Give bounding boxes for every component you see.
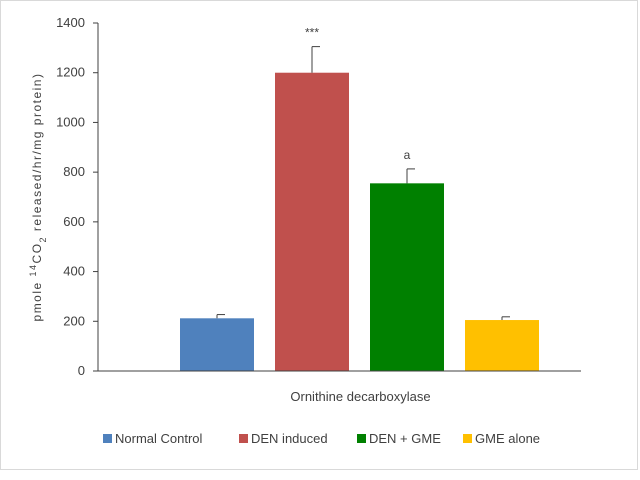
legend-label: DEN induced: [251, 431, 328, 446]
legend-label: GME alone: [475, 431, 540, 446]
y-tick-label: 400: [63, 264, 85, 279]
legend-swatch: [357, 434, 366, 443]
y-tick-label: 1200: [56, 65, 85, 80]
y-axis-label-suffix: released/hr/mg protein): [30, 73, 44, 236]
bar: [180, 318, 254, 371]
y-axis-label-mid: CO: [30, 242, 44, 263]
y-tick-label: 200: [63, 313, 85, 328]
chart-frame: 0 200 400 600 800 1000 1200 1400 *** a Ornithine…: [0, 0, 638, 470]
legend-swatch: [463, 434, 472, 443]
legend: Normal Control DEN induced DEN + GME GME al…: [103, 431, 540, 446]
x-axis-label: Ornithine decarboxylase: [290, 389, 430, 404]
bar-chart: 0 200 400 600 800 1000 1200 1400 *** a Ornithine…: [28, 15, 581, 446]
y-tick-label: 1000: [56, 114, 85, 129]
y-tick-label: 600: [63, 214, 85, 229]
bars: *** a: [180, 26, 539, 371]
legend-swatch: [103, 434, 112, 443]
legend-label: DEN + GME: [369, 431, 441, 446]
legend-swatch: [239, 434, 248, 443]
y-axis-ticks: 0 200 400 600 800 1000 1200 1400: [56, 15, 98, 378]
y-tick-label: 0: [78, 363, 85, 378]
bar: [370, 183, 444, 371]
bar: [465, 320, 539, 371]
significance-label: ***: [305, 26, 319, 40]
y-axis-label-sub: 2: [38, 236, 48, 243]
y-axis-label-prefix: pmole: [30, 276, 44, 321]
y-tick-label: 800: [63, 164, 85, 179]
y-axis-label: pmole 14CO2 released/hr/mg protein): [28, 73, 48, 322]
significance-label: a: [404, 148, 411, 162]
y-tick-label: 1400: [56, 15, 85, 30]
y-axis-label-sup: 14: [28, 263, 38, 276]
legend-label: Normal Control: [115, 431, 203, 446]
bar: [275, 72, 349, 371]
